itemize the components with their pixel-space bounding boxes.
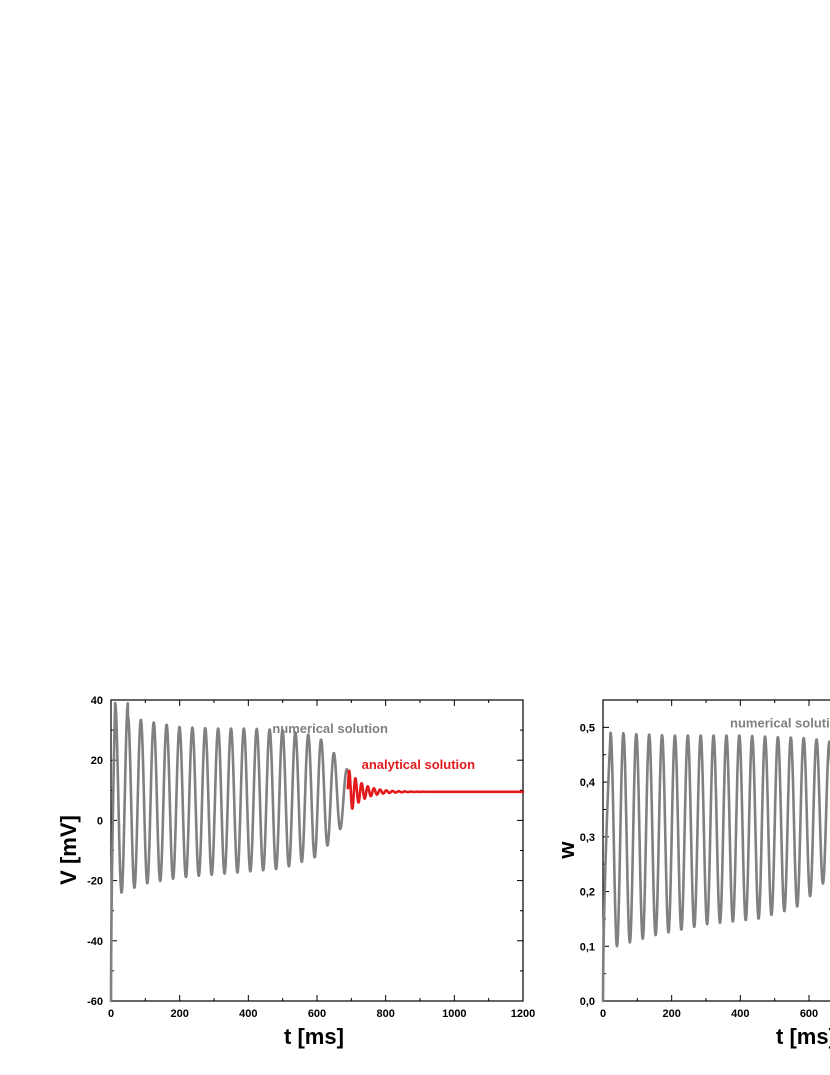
y-tick-label: 0 [97,815,103,827]
y-tick-label: 0,3 [580,832,595,844]
w-series-group [601,731,830,1003]
w-numerical-solution-label: numerical solution [730,715,830,730]
x-tick-label: 200 [662,1008,680,1020]
y-tick-label: -40 [87,936,103,948]
voltage-series-group [109,701,525,1003]
numerical-solution-line [109,701,350,1003]
y-tick-label: 0,0 [580,996,595,1008]
y-tick-label: 0,5 [580,722,595,734]
x-tick-label: 1200 [511,1008,535,1020]
w-tick-labels: 0 200 400 600 0,0 0,1 0,2 0,3 0,4 0,5 [580,722,818,1020]
voltage-axis-ticks [110,699,524,1002]
voltage-y-axis-title: V [mV] [56,815,81,885]
x-tick-label: 200 [170,1008,188,1020]
y-tick-label: 20 [91,755,103,767]
numerical-solution-line [601,731,830,1003]
y-tick-label: 40 [91,695,103,707]
w-y-axis-title: w [554,841,579,860]
x-tick-label: 800 [376,1008,394,1020]
analytical-solution-label: analytical solution [362,757,475,772]
x-tick-label: 0 [108,1008,114,1020]
x-tick-label: 400 [239,1008,257,1020]
x-tick-label: 1000 [442,1008,466,1020]
voltage-plot-frame [110,699,524,1002]
y-tick-label: -60 [87,996,103,1008]
x-tick-label: 600 [308,1008,326,1020]
x-tick-label: 600 [800,1008,818,1020]
recovery-variable-chart: 0 200 400 600 0,0 0,1 0,2 0,3 0,4 0,5 t [ms] w nu… [554,699,830,1049]
x-tick-label: 400 [731,1008,749,1020]
y-tick-label: -20 [87,876,103,888]
y-tick-label: 0,1 [580,941,595,953]
numerical-solution-label: numerical solution [272,721,388,736]
y-tick-label: 0,2 [580,887,595,899]
w-x-axis-title: t [ms] [776,1024,830,1049]
voltage-tick-labels: 0 200 400 600 800 1000 1200 -60 -40 -20 0 20 40 [87,695,535,1020]
y-tick-label: 0,4 [580,777,596,789]
voltage-x-axis-title: t [ms] [284,1024,344,1049]
voltage-chart: 0 200 400 600 800 1000 1200 -60 -40 -20 0 20 40 t [m… [56,695,535,1049]
x-tick-label: 0 [600,1008,606,1020]
analytical-solution-line [346,769,525,810]
